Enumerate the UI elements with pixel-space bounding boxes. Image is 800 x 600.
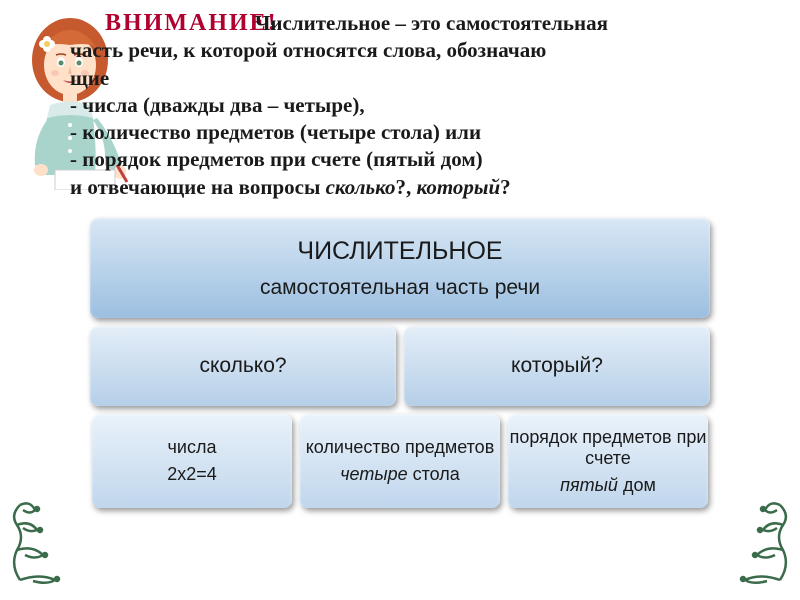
def-line3: щие — [70, 66, 109, 90]
flourish-right — [715, 495, 795, 585]
definition-text: Числительное – это самостоятельная часть… — [70, 10, 770, 201]
q1-text: сколько? — [90, 354, 396, 378]
q2-text: который? — [404, 354, 710, 378]
flowchart: ЧИСЛИТЕЛЬНОЕ самостоятельная часть речи … — [80, 218, 720, 508]
def-q2: который — [416, 175, 500, 199]
questions-row: сколько? который? — [80, 326, 720, 406]
main-subtitle: самостоятельная часть речи — [90, 276, 710, 300]
ex2-l1: количество предметов — [300, 437, 500, 458]
box-example-3: порядок предметов при счете пятый дом — [508, 414, 708, 508]
box-example-2: количество предметов четыре стола — [300, 414, 500, 508]
def-line4a: и отвечающие на вопросы — [70, 175, 326, 199]
examples-row: числа 2х2=4 количество предметов четыре … — [80, 414, 720, 508]
ex3-l2-italic: пятый — [560, 475, 618, 495]
def-line2: часть речи, к которой относятся слова, о… — [70, 38, 546, 62]
ex3-l1: порядок предметов при счете — [508, 427, 708, 469]
main-title: ЧИСЛИТЕЛЬНОЕ — [90, 237, 710, 266]
def-item1: - числа (дважды два – четыре), — [70, 92, 770, 119]
box-example-1: числа 2х2=4 — [92, 414, 292, 508]
ex1-l1: числа — [92, 437, 292, 458]
def-line4c: ? — [500, 175, 511, 199]
box-question-1: сколько? — [90, 326, 396, 406]
ex3-l2: пятый дом — [508, 475, 708, 496]
ex2-l2: четыре стола — [300, 464, 500, 485]
box-question-2: который? — [404, 326, 710, 406]
ex2-l2-plain: стола — [408, 464, 460, 484]
ex1-l2: 2х2=4 — [92, 464, 292, 485]
flourish-left — [5, 495, 85, 585]
ex2-l2-italic: четыре — [340, 464, 407, 484]
ex3-l2-plain: дом — [618, 475, 656, 495]
def-item3: - порядок предметов при счете (пятый дом… — [70, 146, 770, 173]
box-main: ЧИСЛИТЕЛЬНОЕ самостоятельная часть речи — [90, 218, 710, 318]
def-line4b: ?, — [395, 175, 416, 199]
def-q1: сколько — [326, 175, 396, 199]
def-line1: Числительное – это самостоятельная — [255, 11, 608, 35]
def-item2: - количество предметов (четыре стола) ил… — [70, 119, 770, 146]
